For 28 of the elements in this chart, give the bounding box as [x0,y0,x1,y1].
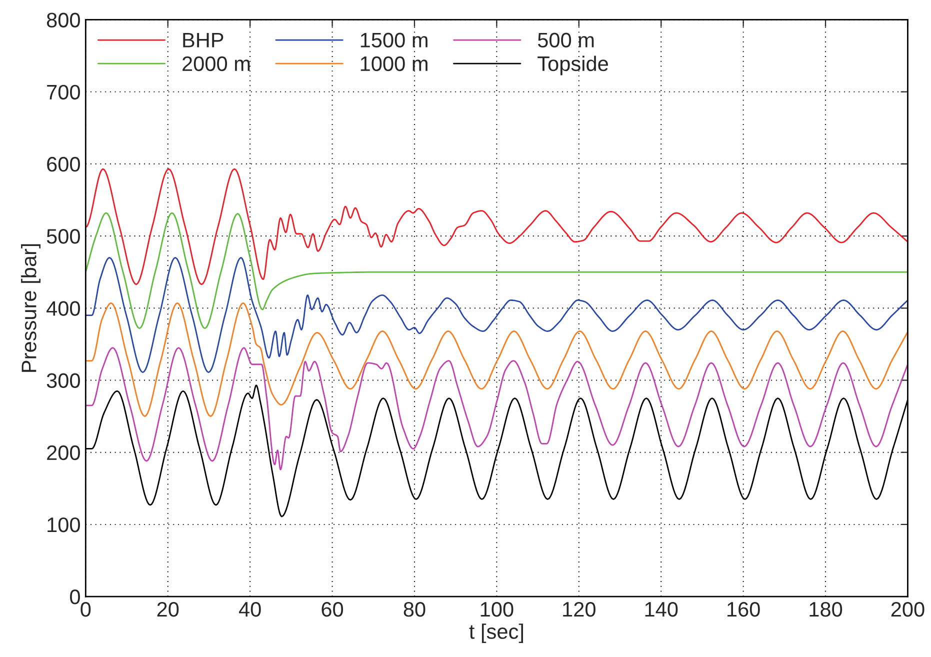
y-tick-label: 700 [47,84,80,100]
x-tick-label: 100 [480,602,514,617]
x-tick-label: 0 [80,602,91,617]
y-tick-label: 500 [46,229,80,244]
x-tick-label: 80 [404,602,426,617]
x-tick-label: 200 [891,602,924,617]
x-tick-label: 120 [563,602,596,617]
legend-label: 1500 m [360,32,428,48]
y-tick-label: 600 [47,156,80,172]
legend-label: BHP [183,32,224,48]
y-tick-label: 800 [46,12,80,28]
x-tick-label: 160 [728,602,760,617]
y-tick-label: 200 [47,445,80,460]
y-tick-label: 0 [70,590,80,604]
y-tick-label: 100 [48,517,80,532]
y-tick-label: 400 [46,301,80,316]
legend-label: 1000 m [360,56,428,72]
y-axis-title: Pressure [bar] [21,244,40,372]
legend-label: 500 m [538,32,594,48]
legend-label: 2000 m [182,56,250,72]
x-tick-label: 60 [322,602,344,617]
x-tick-label: 140 [645,602,678,617]
y-tick-label: 300 [46,373,80,388]
x-tick-label: 40 [238,602,261,617]
x-axis-title: t [sec] [469,624,523,644]
x-tick-label: 180 [810,602,842,617]
legend-label: Topside [538,56,608,76]
x-tick-label: 20 [157,602,179,617]
